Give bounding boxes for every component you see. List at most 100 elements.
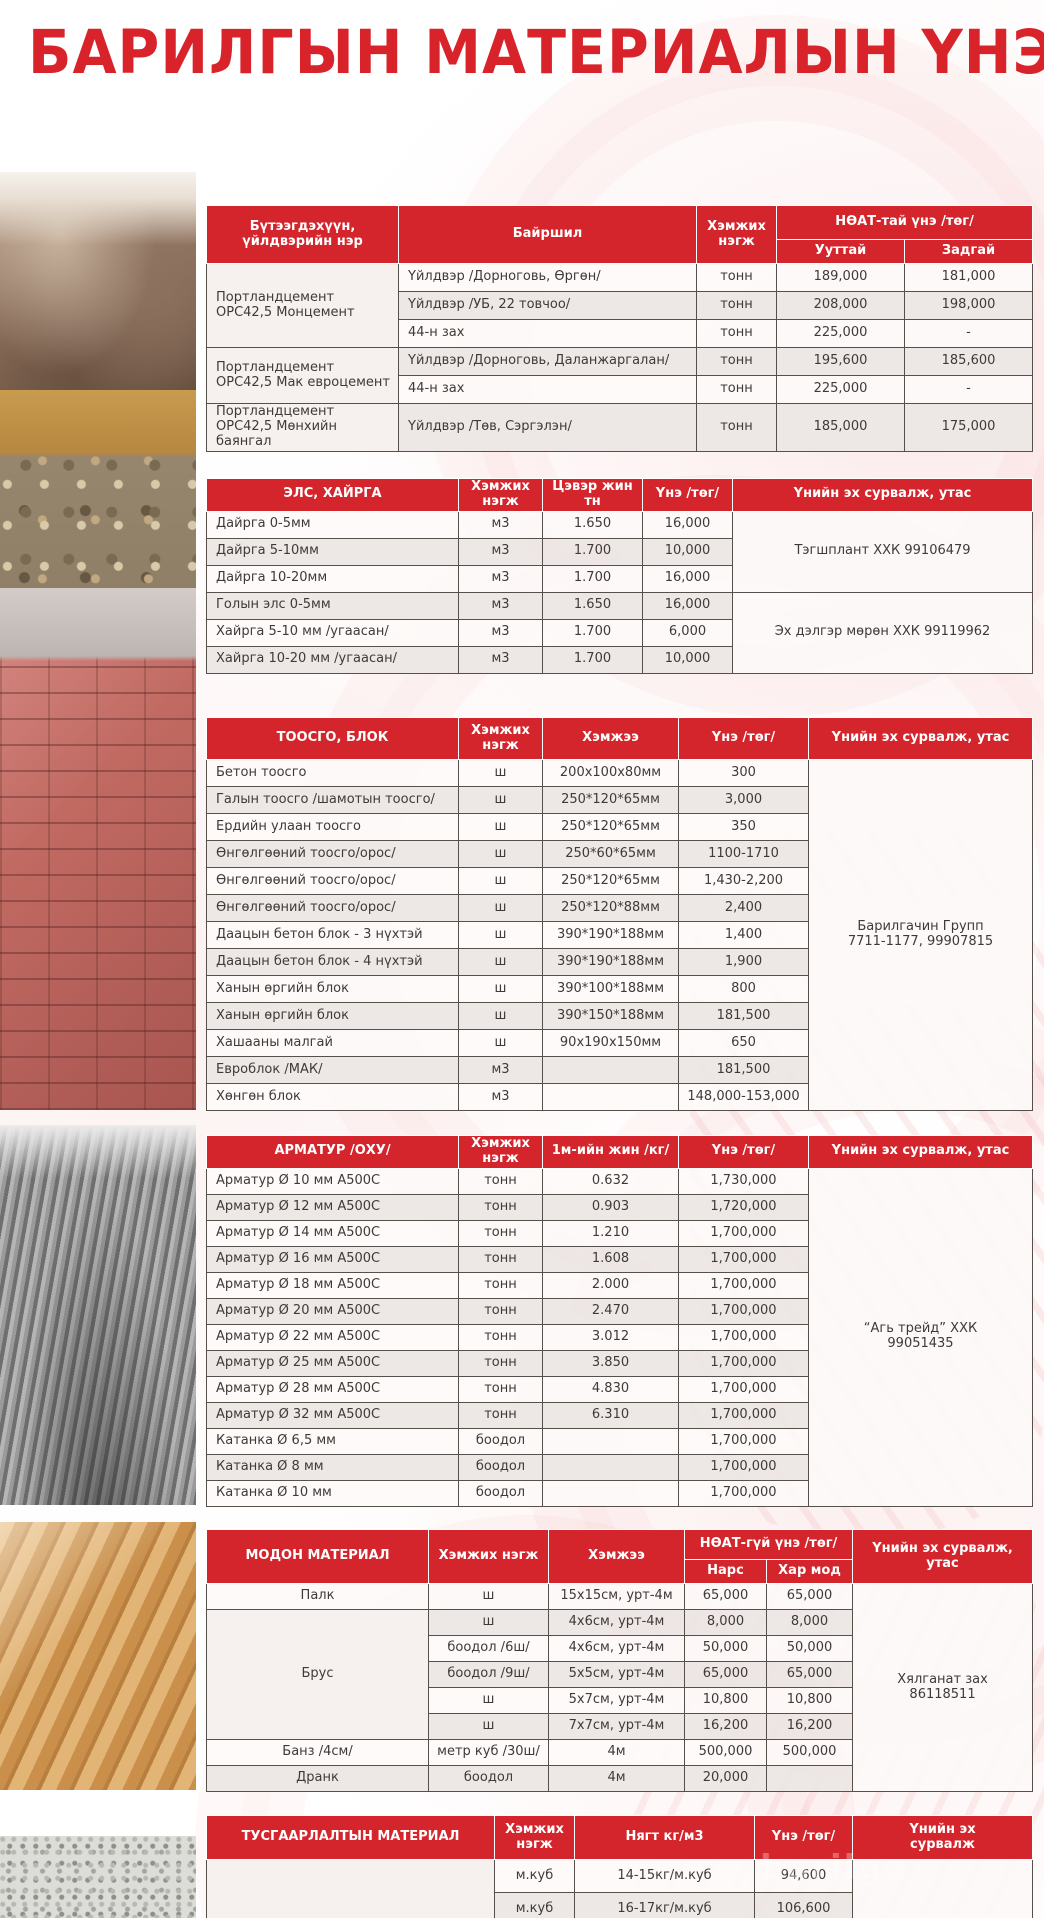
table-cell: м3 [458,645,543,674]
cement-header-row: Бүтээгдэхүүн, үйлдвэрийн нэр Байршил Хэмжи… [206,205,1034,264]
table-cell [206,1859,495,1918]
table-cell: тонн [696,375,777,404]
timber-price-table: МОДОН МАТЕРИАЛ Хэмжих нэгж Хэмжээ НӨАТ-гүй … [206,1529,1034,1792]
table-cell: 10,800 [765,1687,854,1714]
table-cell: 6,000 [642,618,733,647]
timber-row: ш 7х7см, урт-4м 16,200 16,200 [207,1713,1033,1740]
table-cell: Хялганат зах 86118511 [852,1583,1034,1792]
column-header: ТУСГААРЛАЛТЫН МАТЕРИАЛ [206,1815,495,1860]
table-cell: боодол [458,1427,543,1455]
table-cell: 1,700,000 [678,1323,809,1351]
table-cell: Даацын бетон блок - 4 нүхтэй [206,948,459,976]
sand-gravel-row: Хайрга 10-20 мм /угаасан/м3 1.700 10,000 [206,645,1033,674]
table-cell: 181,500 [678,1002,809,1030]
table-cell: Өнгөлгөөний тоосго/орос/ [206,867,459,895]
table-cell [542,1453,679,1481]
table-cell: Үйлдвэр /Дорноговь, Даланжаргалан/ [398,347,697,376]
table-cell: ш [458,867,543,895]
table-cell: 1.700 [542,564,643,593]
table-cell: ш [458,1029,543,1057]
table-cell: 3,000 [678,786,809,814]
column-header: Үнэ /төг/ [754,1815,853,1860]
table-cell: 4х6см, урт-4м [548,1635,685,1662]
brick-block-row: Өнгөлгөөний тоосго/орос/ш 250*60*65мм 1100… [206,840,1033,868]
table-cell: ш [458,786,543,814]
brick-block-price-table: ТООСГО, БЛОК Хэмжих нэгж Хэмжээ Үнэ /төг/Үн… [206,717,1033,1111]
table-cell: 1.210 [542,1219,679,1247]
table-cell [852,1859,1033,1918]
table-cell: ш [428,1687,549,1714]
table-cell: 250*120*65мм [542,813,679,841]
table-cell: 106,600 [754,1892,853,1918]
table-cell: 8,000 [765,1609,854,1636]
table-cell: Палк [206,1583,429,1610]
table-cell: 185,600 [903,347,1034,376]
column-header: Хэмжих нэгж [696,205,777,264]
table-cell: Хашааны малгай [206,1029,459,1057]
table-cell: Арматур Ø 18 мм А500С [206,1271,459,1299]
table-cell: тонн [458,1349,543,1377]
timber-row: Палк ш 15х15см, урт-4м 65,000 65,000 Хялганат… [206,1583,1034,1792]
rebar-price-table: АРМАТУР /ОХУ/Хэмжих нэгж 1м-ийн жин /кг/Ү… [206,1135,1033,1507]
cement-row: Портландцемент OPC42,5 Мөнхийн баянгал Үй… [206,403,1034,452]
rebar-row: Катанка Ø 6,5 мм боодол 1,700,000 [206,1427,1033,1455]
table-cell: 10,800 [684,1687,767,1714]
table-cell: 300 [678,759,809,787]
table-cell: 1,730,000 [678,1167,809,1195]
table-cell: 1.700 [542,618,643,647]
column-header: Үнийн эх сурвалж [852,1815,1033,1860]
rebar-photo [0,1125,196,1505]
column-header: Үнэ /төг/ [642,478,733,512]
column-header: Хэмжих нэгж [458,478,543,512]
cement-row: Үйлдвэр /УБ, 22 товчоо/тонн 208,000 198,00… [207,291,1034,320]
table-cell: 200х100х80мм [542,759,679,787]
table-cell: 189,000 [776,263,905,292]
brick-block-row: Евроблок /МАК/м3 181,500 [206,1056,1033,1084]
table-cell: 1,700,000 [678,1401,809,1429]
table-cell: 650 [678,1029,809,1057]
table-cell: 2,400 [678,894,809,922]
cement-price-table: Бүтээгдэхүүн, үйлдвэрийн нэр Байршил Хэмжи… [206,205,1034,452]
table-cell: тонн [458,1193,543,1221]
table-cell: Барилгачин Групп 7711-1177, 99907815 [808,759,1033,1111]
table-cell: тонн [458,1375,543,1403]
table-cell: 3.012 [542,1323,679,1351]
table-cell: ш [428,1713,549,1740]
insulation-row: м.куб 14-15кг/м.куб 94,600 [206,1859,1033,1918]
rebar-row: Арматур Ø 28 мм А500С тонн 4.830 1,700,000 [206,1375,1033,1403]
table-cell: “Агь трейд” ХХК 99051435 [808,1167,1033,1507]
table-cell: тонн [696,347,777,376]
table-cell: Арматур Ø 32 мм А500С [206,1401,459,1429]
table-cell: Дайрга 5-10мм [206,537,459,566]
table-cell: 208,000 [776,291,905,320]
table-cell: ш [458,948,543,976]
table-cell: 50,000 [684,1635,767,1662]
table-cell: 10,000 [642,645,733,674]
table-cell: 20,000 [684,1765,767,1792]
table-cell: Арматур Ø 20 мм А500С [206,1297,459,1325]
table-cell: 1,700,000 [678,1245,809,1273]
table-cell: боодол [458,1479,543,1507]
column-header: ЭЛС, ХАЙРГА [206,478,459,512]
timber-row: Брус ш 4х6см, урт-4м 8,000 8,000 [206,1609,1033,1740]
table-cell: Арматур Ø 12 мм А500С [206,1193,459,1221]
brick-block-row: Ханын өргийн блок ш 390*100*188мм 800 [206,975,1033,1003]
cement-row: Портландцемент OPC42,5 Мак евроцемент Үйл… [206,347,1034,404]
table-cell: 1.608 [542,1245,679,1273]
table-cell: 6.310 [542,1401,679,1429]
column-header: Хэмжээ [548,1529,685,1584]
column-header: Хэмжих нэгж [428,1529,549,1584]
column-header: Үнийн эх сурвалж, утас [808,717,1033,760]
table-cell: Ердийн улаан тоосго [206,813,459,841]
table-cell: 1,700,000 [678,1271,809,1299]
brick-block-row: Өнгөлгөөний тоосго/орос/ш 250*120*65мм 1,4… [206,867,1033,895]
table-cell: 1,430-2,200 [678,867,809,895]
table-cell: 250*120*65мм [542,786,679,814]
column-header: НӨАТ-гүй үнэ /төг/ [683,1529,854,1560]
table-cell: Брус [206,1609,429,1740]
table-cell: 390*100*188мм [542,975,679,1003]
table-cell: Даацын бетон блок - 3 нүхтэй [206,921,459,949]
table-cell: Дайрга 0-5мм [206,510,459,539]
table-cell: 50,000 [765,1635,854,1662]
rebar-row: Арматур Ø 20 мм А500С тонн 2.470 1,700,000 [206,1297,1033,1325]
